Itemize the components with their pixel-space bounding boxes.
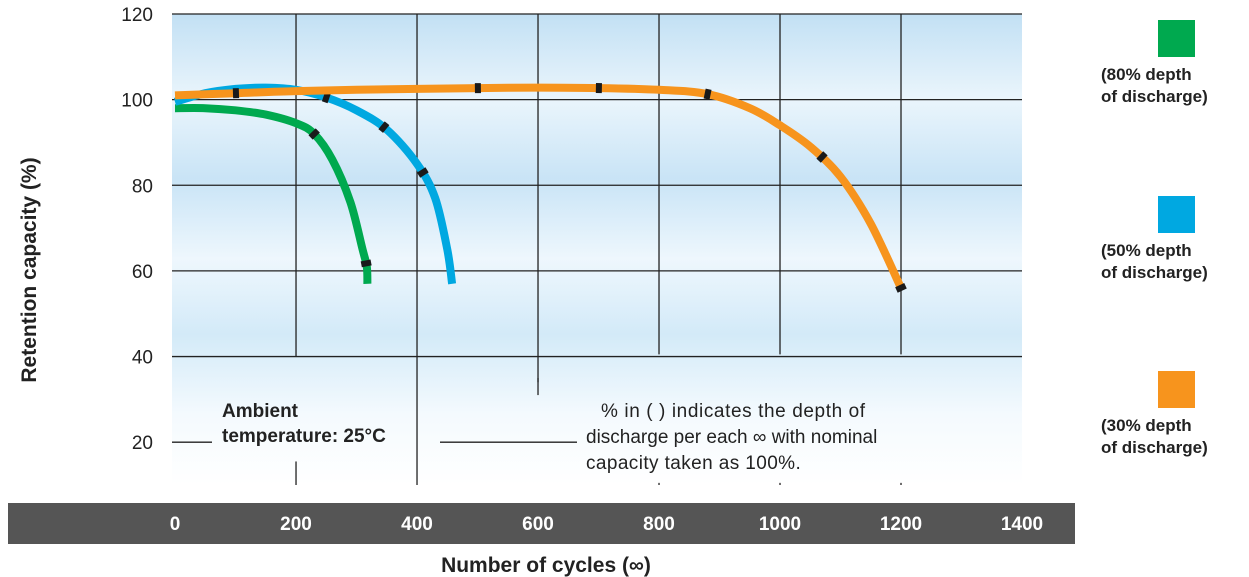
legend-swatch-30pct: [1158, 371, 1195, 408]
legend-label-line1: (50% depth: [1101, 241, 1192, 260]
series-marker-30pct: [703, 88, 712, 100]
legend-item-50pct: (50% depth of discharge): [1101, 196, 1208, 282]
x-axis-bar: [8, 503, 1075, 544]
series-marker-50pct: [321, 91, 331, 104]
series-marker-30pct: [816, 151, 828, 163]
grid-lines: [172, 13, 1022, 485]
series-marker-30pct: [232, 88, 240, 99]
series-lines: [173, 83, 907, 293]
x-axis-title: Number of cycles (∞): [441, 554, 651, 577]
series-marker-80pct: [360, 259, 372, 268]
legend-item-30pct: (30% depth of discharge): [1101, 371, 1208, 457]
y-tick-label: 80: [132, 176, 153, 197]
y-tick-label: 120: [121, 5, 153, 26]
note-line1: % in ( ) indicates the depth of: [601, 401, 866, 422]
y-axis: 120 100 80 60 40 20 Retention capacity (%): [18, 5, 153, 454]
legend-label-line1: (30% depth: [1101, 416, 1192, 435]
x-tick-label: 400: [401, 514, 433, 535]
annotations: Ambient temperature: 25°C % in ( ) indicat…: [222, 401, 877, 474]
x-tick-label: 1200: [880, 514, 922, 535]
y-tick-label: 60: [132, 262, 153, 283]
legend-label-line2: of discharge): [1101, 87, 1208, 106]
series-marker-30pct: [474, 83, 481, 94]
x-tick-label: 1400: [1001, 514, 1043, 535]
y-tick-label: 40: [132, 348, 153, 369]
series-marker-50pct: [416, 167, 429, 178]
x-tick-label: 800: [643, 514, 675, 535]
ambient-label-line1: Ambient: [222, 401, 299, 422]
legend: (80% depth of discharge) (50% depth of disc…: [1101, 20, 1208, 457]
series-marker-80pct: [308, 128, 320, 140]
series-marker-50pct: [378, 121, 390, 133]
legend-swatch-50pct: [1158, 196, 1195, 233]
x-tick-label: 0: [170, 514, 181, 535]
note-line3: capacity taken as 100%.: [586, 453, 801, 474]
legend-label-line1: (80% depth: [1101, 65, 1192, 84]
series-marker-30pct: [895, 283, 907, 293]
x-tick-label: 1000: [759, 514, 801, 535]
legend-label-line2: of discharge): [1101, 263, 1208, 282]
legend-label-line2: of discharge): [1101, 438, 1208, 457]
legend-swatch-80pct: [1158, 20, 1195, 57]
series-line-30pct: [174, 83, 905, 290]
x-tick-label: 600: [522, 514, 554, 535]
y-tick-label: 20: [132, 433, 153, 454]
note-line2: discharge per each ∞ with nominal: [586, 427, 877, 448]
ambient-label-line2: temperature: 25°C: [222, 426, 386, 447]
x-axis: 0 200 400 600 800 1000 1200 1400 Number of cycle…: [8, 503, 1075, 577]
legend-item-80pct: (80% depth of discharge): [1101, 20, 1208, 106]
y-tick-label: 100: [121, 91, 153, 112]
series-marker-30pct: [595, 83, 602, 94]
x-tick-label: 200: [280, 514, 312, 535]
y-axis-title: Retention capacity (%): [18, 157, 41, 382]
